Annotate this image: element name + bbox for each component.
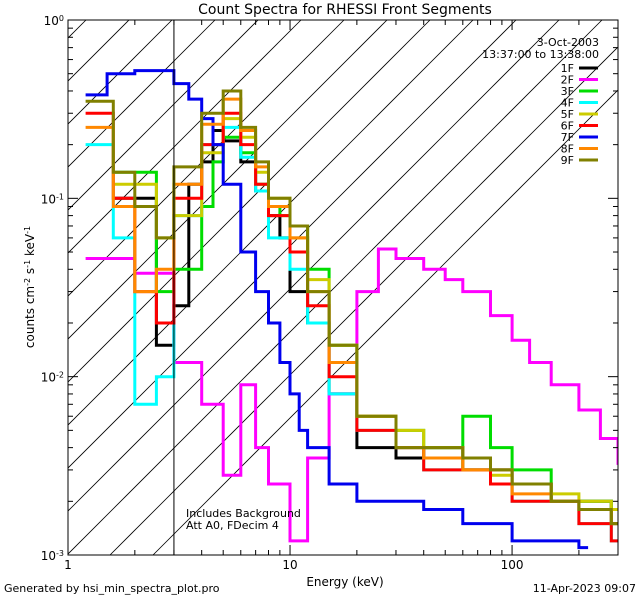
y-tick-label: 10-1 — [41, 192, 64, 207]
hatch-stroke — [68, 20, 517, 469]
hatch-stroke — [68, 20, 302, 254]
series-line-7F — [85, 69, 589, 550]
hatch-stroke — [68, 20, 388, 340]
legend-label: 5F — [561, 108, 574, 121]
date-label: 3-Oct-2003 — [537, 36, 599, 49]
legend-label: 1F — [561, 62, 574, 75]
hatch-stroke — [68, 20, 431, 383]
y-tick-label: 100 — [44, 14, 64, 29]
note-background: Includes Background — [186, 507, 301, 520]
hatch-stroke — [68, 20, 345, 297]
hatch-stroke — [68, 20, 474, 426]
hatch-stroke — [68, 20, 173, 125]
x-tick-label: 10 — [282, 558, 297, 572]
legend-label: 7F — [561, 131, 574, 144]
hatch-stroke — [68, 20, 603, 555]
y-tick-label: 10-3 — [41, 549, 64, 564]
x-tick-label: 100 — [501, 558, 524, 572]
y-tick-label: 10-2 — [41, 370, 64, 385]
y-axis-label: counts cm-2 s-1 keV-1 — [23, 226, 38, 348]
legend-label: 2F — [561, 74, 574, 87]
series-line-1F — [113, 129, 618, 526]
plot-frame — [67, 19, 619, 556]
x-tick-label: 1 — [64, 558, 72, 572]
legend-label: 6F — [561, 120, 574, 133]
note-attenuator: Att A0, FDecim 4 — [186, 519, 279, 532]
legend-label: 4F — [561, 97, 574, 110]
chart-title: Count Spectra for RHESSI Front Segments — [198, 2, 492, 18]
generated-by-label: Generated by hsi_min_spectra_plot.pro — [4, 582, 220, 595]
hatch-stroke — [68, 20, 87, 39]
time-range-label: 13:37:00 to 13:38:00 — [482, 48, 599, 61]
legend-label: 8F — [561, 143, 574, 156]
series-line-8F — [85, 97, 618, 526]
series-line-4F — [85, 125, 618, 543]
x-axis-label: Energy (keV) — [306, 575, 383, 589]
series-lines — [85, 69, 618, 550]
hatch-stroke — [68, 20, 259, 211]
x-axis: 1 10 100 — [64, 20, 619, 572]
hatch-stroke — [68, 20, 216, 168]
legend-label: 3F — [561, 85, 574, 98]
timestamp-label: 11-Apr-2023 09:07 — [532, 582, 636, 595]
legend-label: 9F — [561, 154, 574, 167]
series-line-5F — [113, 117, 618, 511]
series-line-2F — [85, 247, 618, 543]
